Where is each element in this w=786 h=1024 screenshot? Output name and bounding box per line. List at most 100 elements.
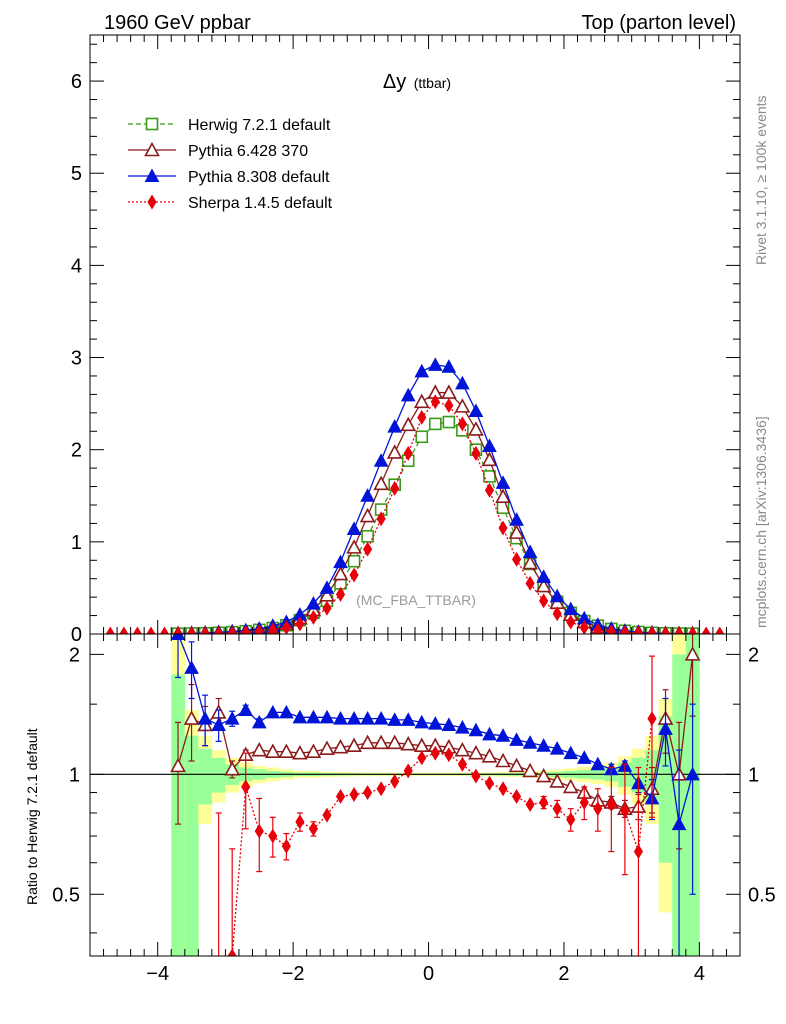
uncertainty-bands xyxy=(171,634,700,956)
rivet-version-label: Rivet 3.1.10, ≥ 100k events xyxy=(753,95,769,265)
ratio-point xyxy=(495,728,511,742)
ratio-point xyxy=(308,821,319,837)
ratio-series-1 xyxy=(170,634,700,956)
data-point xyxy=(674,626,684,634)
data-point xyxy=(482,438,497,453)
ratio-point xyxy=(390,773,400,789)
data-point xyxy=(647,626,657,634)
data-point xyxy=(593,622,603,634)
legend-marker xyxy=(147,194,157,210)
ratio-point xyxy=(319,709,335,724)
y-tick-label: 4 xyxy=(71,255,82,277)
data-point xyxy=(376,511,386,527)
data-point xyxy=(132,626,142,634)
data-point xyxy=(484,482,495,498)
data-point xyxy=(660,626,671,634)
process-label: Top (parton level) xyxy=(581,12,736,34)
ratio-point xyxy=(227,948,237,956)
ratio-y-tick-label: 2 xyxy=(69,644,80,666)
data-point xyxy=(444,398,454,413)
data-point xyxy=(227,625,237,634)
ratio-point xyxy=(522,762,538,778)
ratio-point xyxy=(376,781,386,797)
data-point xyxy=(483,470,496,483)
x-tick-label: 2 xyxy=(558,963,569,985)
band-green xyxy=(184,735,199,956)
x-tick-label: −2 xyxy=(282,963,305,985)
ratio-point xyxy=(292,709,308,724)
y-tick-label: 2 xyxy=(71,440,82,462)
ratio-point xyxy=(549,773,566,788)
data-point xyxy=(347,554,361,568)
ratio-point xyxy=(281,838,291,854)
band-green xyxy=(211,757,226,793)
ratio-point xyxy=(224,711,240,725)
ratio-point xyxy=(170,757,186,773)
data-point xyxy=(319,580,335,594)
ratio-point xyxy=(349,787,359,802)
data-point xyxy=(415,430,429,444)
data-point xyxy=(495,475,511,489)
ratio-point xyxy=(684,646,701,661)
ratio-point xyxy=(251,714,267,729)
data-point xyxy=(536,569,551,583)
ratio-point xyxy=(430,745,440,761)
ratio-point xyxy=(539,794,549,810)
chart-title-sub: (ttbar) xyxy=(414,75,451,91)
ratio-point xyxy=(170,634,186,640)
ratio-point xyxy=(268,828,278,844)
legend-label: Pythia 6.428 370 xyxy=(188,143,308,160)
ratio-point xyxy=(183,710,200,725)
data-point xyxy=(186,626,197,634)
ratio-point xyxy=(457,756,467,772)
ratio-point xyxy=(333,711,348,725)
data-point xyxy=(363,541,373,557)
ratio-point xyxy=(563,745,579,760)
ratio-point xyxy=(251,741,268,757)
data-point xyxy=(386,444,403,459)
ratio-y-tick-label-right: 1 xyxy=(748,764,759,786)
ratio-point xyxy=(606,797,616,812)
data-point xyxy=(349,567,359,583)
ratio-point xyxy=(658,721,673,735)
ratio-point xyxy=(360,711,375,725)
data-point xyxy=(200,626,210,634)
data-point xyxy=(508,524,525,539)
data-point xyxy=(332,565,349,581)
ratio-point xyxy=(468,745,484,760)
data-point xyxy=(346,539,362,554)
beam-energy-label: 1960 GeV ppbar xyxy=(104,12,251,34)
data-point xyxy=(322,600,332,616)
data-point xyxy=(373,453,389,467)
ratio-point xyxy=(468,722,484,737)
ratio-point xyxy=(579,794,589,810)
data-point xyxy=(159,626,170,634)
data-point xyxy=(308,609,319,625)
x-tick-label: 0 xyxy=(423,963,434,985)
data-point xyxy=(535,577,552,593)
ratio-point xyxy=(562,778,579,794)
ratio-point xyxy=(241,779,251,795)
data-point xyxy=(468,403,484,417)
ratio-point xyxy=(671,816,687,831)
data-point xyxy=(525,575,535,591)
data-point xyxy=(414,363,430,378)
data-point xyxy=(427,357,443,371)
data-point xyxy=(468,421,484,436)
data-point xyxy=(579,620,589,634)
data-point xyxy=(701,626,711,634)
data-point xyxy=(373,475,389,491)
data-point xyxy=(119,626,129,634)
data-point xyxy=(400,387,416,402)
chart-title: Δy (ttbar) xyxy=(383,71,451,93)
main-panel: Δy (ttbar) (MC_FBA_TTBAR) 0 1 2 3 4 5 6 Herwig… xyxy=(71,34,741,646)
ratio-point xyxy=(295,814,305,830)
data-point xyxy=(417,409,427,425)
ratio-point xyxy=(400,736,417,751)
x-tick-label: −4 xyxy=(146,963,169,985)
ratio-point xyxy=(590,756,606,771)
data-point xyxy=(522,554,538,570)
y-tick-label: 5 xyxy=(71,163,82,185)
ratio-point xyxy=(417,750,427,766)
